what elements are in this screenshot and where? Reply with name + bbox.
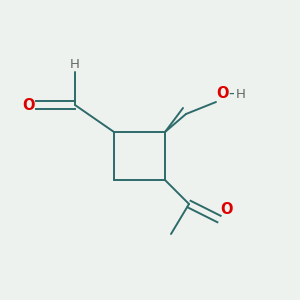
Text: -: -	[228, 85, 234, 100]
Text: O: O	[22, 98, 34, 112]
Text: O: O	[216, 85, 229, 100]
Text: H: H	[236, 88, 245, 100]
Text: O: O	[220, 202, 233, 217]
Text: H: H	[70, 58, 80, 70]
